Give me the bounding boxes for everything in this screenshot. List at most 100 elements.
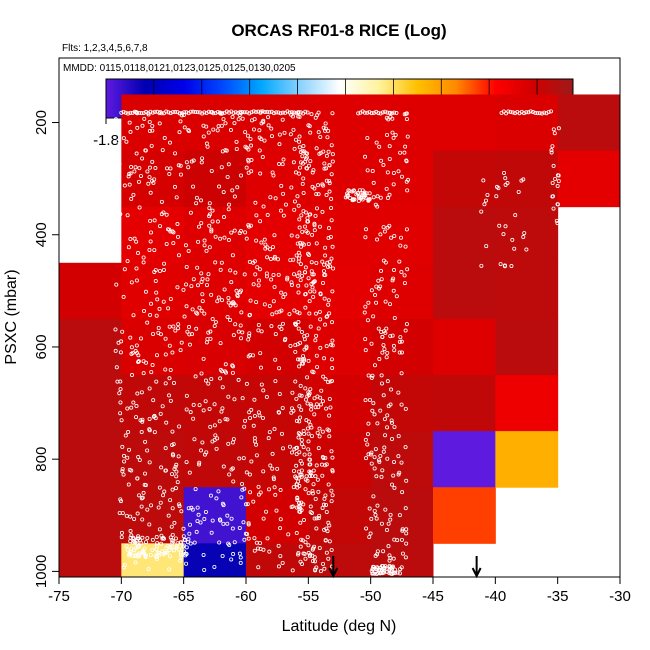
track-point — [378, 453, 383, 458]
track-point — [278, 488, 283, 493]
track-point — [213, 320, 218, 325]
track-point — [281, 295, 286, 300]
track-point — [260, 155, 265, 160]
heatmap-cell — [370, 94, 434, 152]
track-point — [213, 260, 218, 265]
track-point — [182, 537, 187, 542]
track-point — [371, 180, 376, 185]
track-point — [223, 362, 228, 367]
track-point — [317, 224, 322, 229]
track-point — [281, 157, 286, 162]
track-point — [375, 194, 380, 199]
track-point — [126, 111, 131, 116]
track-point — [387, 192, 392, 197]
track-point — [404, 541, 409, 546]
heatmap-cell — [121, 206, 185, 264]
track-point — [153, 279, 158, 284]
y-axis-label: PSXC (mbar) — [3, 269, 20, 364]
track-point — [324, 462, 329, 467]
track-point — [501, 109, 506, 114]
track-point — [226, 162, 231, 167]
track-point — [312, 544, 317, 549]
track-point — [150, 178, 155, 183]
track-point — [374, 567, 379, 572]
track-point — [208, 329, 213, 334]
track-point — [297, 503, 302, 508]
track-point — [376, 458, 381, 463]
track-point — [134, 404, 139, 409]
track-point — [207, 214, 212, 219]
x-tick-label: -30 — [609, 588, 631, 605]
track-point — [295, 482, 300, 487]
track-point — [303, 397, 308, 402]
track-point — [325, 260, 330, 265]
track-point — [393, 132, 398, 137]
track-point — [364, 456, 369, 461]
track-point — [314, 206, 319, 211]
track-point — [137, 166, 142, 171]
track-point — [127, 120, 132, 125]
track-point — [267, 430, 272, 435]
track-point — [366, 452, 371, 457]
track-point — [186, 248, 191, 253]
track-point — [139, 430, 144, 435]
track-point — [267, 549, 272, 554]
track-point — [314, 333, 319, 338]
track-point — [392, 348, 397, 353]
track-point — [496, 186, 501, 191]
track-point — [295, 495, 300, 500]
track-point — [254, 453, 259, 458]
track-point — [299, 244, 304, 249]
track-point — [294, 463, 299, 468]
track-point — [374, 474, 379, 479]
track-point — [154, 290, 159, 295]
track-point — [178, 552, 183, 557]
track-point — [372, 509, 377, 514]
track-point — [328, 405, 333, 410]
track-point — [157, 306, 162, 311]
track-point — [152, 248, 157, 253]
track-point — [157, 111, 162, 116]
track-point — [327, 179, 332, 184]
track-point — [278, 554, 283, 559]
track-point — [239, 173, 244, 178]
track-point — [205, 283, 210, 288]
track-point — [325, 265, 330, 270]
track-point — [251, 499, 256, 504]
track-point — [371, 314, 376, 319]
track-point — [389, 418, 394, 423]
track-point — [299, 407, 304, 412]
track-point — [142, 116, 147, 121]
track-point — [530, 110, 535, 115]
track-point — [372, 412, 377, 417]
track-point — [399, 174, 404, 179]
track-point — [359, 195, 364, 200]
track-point — [379, 268, 384, 273]
track-point — [321, 502, 326, 507]
heatmap-cell — [59, 375, 122, 432]
track-point — [125, 406, 130, 411]
track-point — [254, 238, 259, 243]
track-point — [226, 394, 231, 399]
track-point — [143, 289, 148, 294]
track-point — [140, 517, 145, 522]
track-point — [327, 259, 332, 264]
track-point — [372, 466, 377, 471]
track-point — [222, 215, 227, 220]
track-point — [293, 322, 298, 327]
track-point — [307, 457, 312, 462]
track-point — [308, 324, 313, 329]
track-point — [170, 229, 175, 234]
track-point — [370, 408, 375, 413]
track-point — [306, 447, 311, 452]
track-point — [303, 210, 308, 215]
track-point — [305, 394, 310, 399]
track-point — [256, 565, 261, 570]
track-point — [403, 555, 408, 560]
y-tick-label: 800 — [33, 447, 50, 472]
track-point — [288, 258, 293, 263]
track-point — [142, 309, 147, 314]
track-point — [318, 317, 323, 322]
track-point — [153, 553, 158, 558]
track-point — [224, 109, 229, 114]
